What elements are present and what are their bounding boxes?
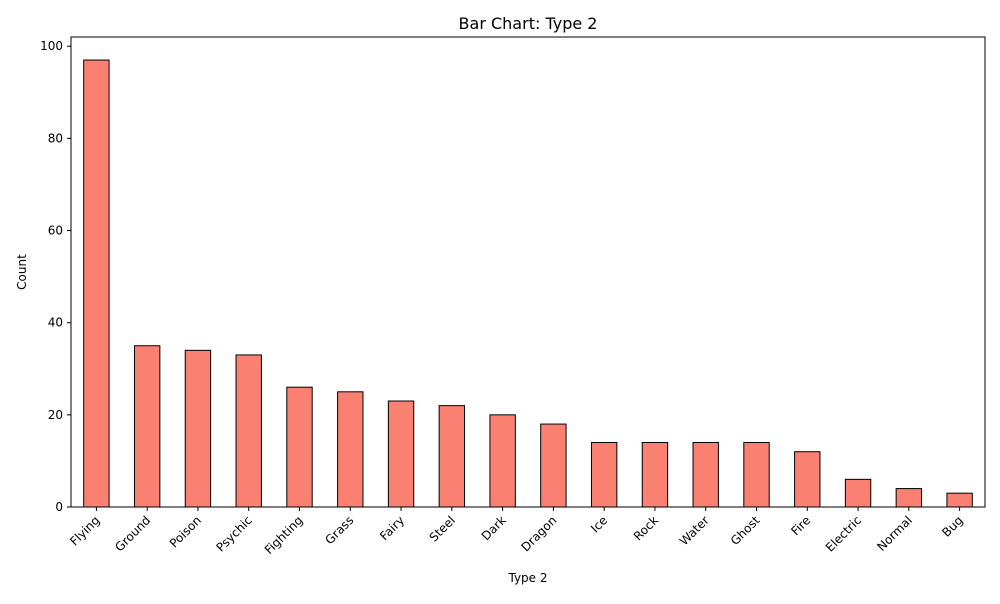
- bar-dark: [489, 414, 516, 508]
- y-tick-label: 80: [48, 131, 63, 145]
- plot-area-frame: [70, 36, 986, 508]
- bar-fire: [794, 451, 821, 508]
- y-axis-ticks: 0 20 40 60 80 100: [40, 39, 71, 514]
- y-tick-label: 20: [48, 408, 63, 422]
- bar-ground: [133, 345, 161, 508]
- bar-fighting: [286, 386, 313, 508]
- bar-ice: [590, 441, 618, 508]
- bar-flying: [83, 59, 110, 508]
- y-tick-label: 40: [48, 316, 63, 330]
- bars-group: [83, 59, 973, 508]
- bar-ghost: [743, 441, 770, 508]
- bar-water: [692, 441, 719, 508]
- y-tick-label: 0: [55, 500, 63, 514]
- bar-grass: [337, 391, 364, 508]
- y-axis-label: Count: [15, 254, 29, 290]
- bar-psychic: [235, 354, 262, 508]
- bar-dragon: [540, 423, 567, 508]
- bar-electric: [844, 478, 872, 508]
- chart-title: Bar Chart: Type 2: [459, 14, 598, 33]
- y-tick-label: 60: [48, 224, 63, 238]
- bar-steel: [438, 405, 466, 508]
- x-axis-label: Type 2: [507, 571, 547, 585]
- bar-fairy: [387, 400, 415, 508]
- y-tick-label: 100: [40, 39, 63, 53]
- bar-normal: [895, 488, 923, 508]
- bar-rock: [641, 441, 669, 508]
- bar-poison: [184, 349, 212, 508]
- bar-bug: [946, 492, 973, 508]
